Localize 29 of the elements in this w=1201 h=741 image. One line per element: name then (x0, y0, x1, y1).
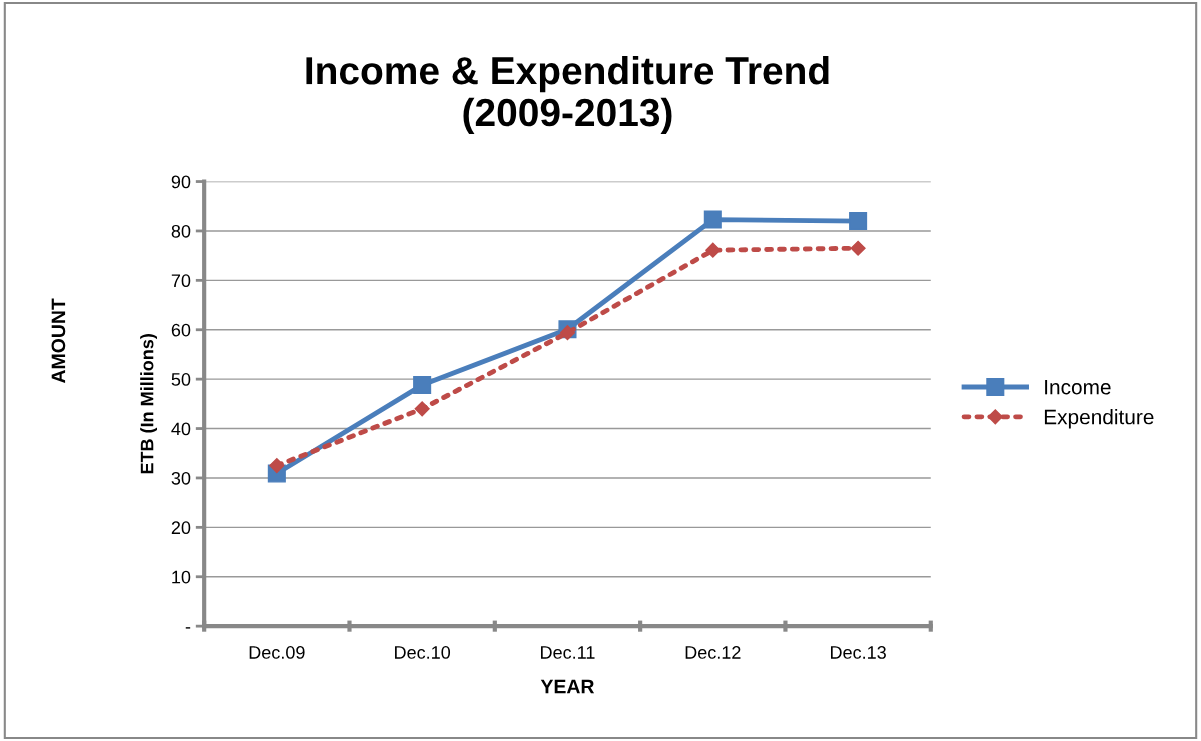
point (559, 325, 576, 341)
point (703, 210, 722, 229)
x-tick-label: Dec.09 (249, 646, 305, 659)
y-tick-label: 10 (172, 570, 191, 584)
point (850, 240, 866, 256)
y-tick-label: 70 (171, 274, 191, 288)
x-tick-label: Dec.11 (541, 646, 595, 659)
y-tick-label: 30 (171, 471, 191, 485)
legend-label: Expenditure (1044, 409, 1154, 429)
x-tick-label: Dec.10 (395, 646, 451, 659)
x-tick-label: Dec.13 (830, 646, 886, 659)
y-tick-label: 80 (171, 224, 191, 238)
y-tick-label: 20 (171, 521, 191, 535)
y-tick-label: 40 (171, 422, 191, 436)
point (705, 242, 721, 258)
y-tick-label: 90 (171, 175, 191, 189)
chart-title: Income & Expenditure Trend (2009-2013) (306, 55, 829, 135)
y-tick-label: 60 (171, 323, 191, 337)
point (849, 212, 868, 231)
y-tick-label: 50 (171, 373, 191, 386)
point (413, 376, 432, 395)
text: AMOUNT (51, 298, 66, 384)
y-axis-title: ETB (In Millions) (140, 334, 158, 474)
x-tick-label: Dec.12 (685, 646, 741, 659)
y-tick-label: - (185, 627, 191, 629)
point (269, 458, 285, 474)
legend-label: Income (1045, 379, 1111, 395)
x-axis-title: YEAR (540, 679, 595, 694)
point (414, 401, 430, 417)
